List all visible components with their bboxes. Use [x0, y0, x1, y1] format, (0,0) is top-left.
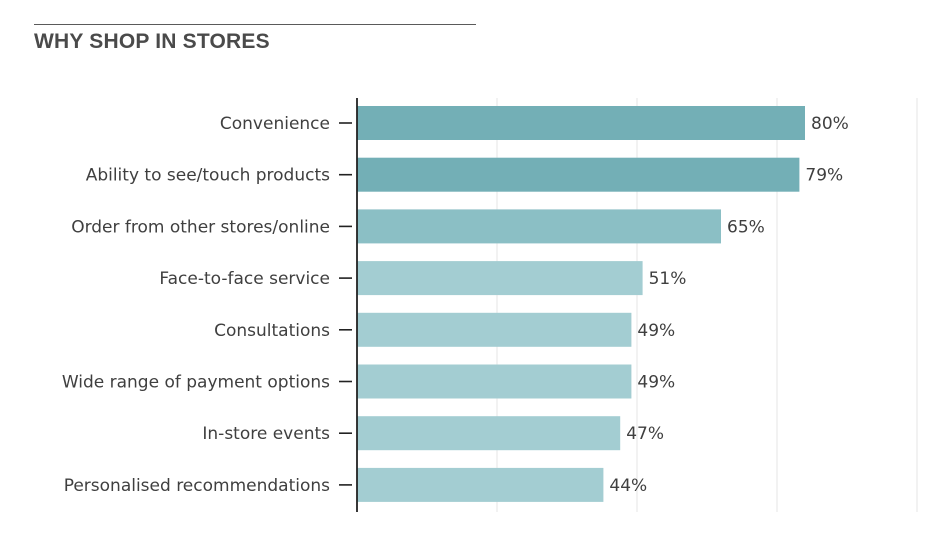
data-label: 47% [626, 424, 664, 444]
data-label: 79% [805, 166, 843, 186]
bar [357, 157, 800, 192]
data-label: 49% [637, 321, 675, 341]
bar [357, 261, 643, 296]
data-label: 49% [637, 373, 675, 393]
bar [357, 106, 805, 140]
bar [357, 312, 632, 347]
data-label: 65% [727, 217, 765, 237]
title-rule [34, 24, 476, 25]
category-label: Personalised recommendations [64, 476, 330, 496]
bar [357, 416, 621, 451]
chart-title: WHY SHOP IN STORES [34, 30, 270, 53]
category-label: Ability to see/touch products [86, 166, 330, 186]
bar [357, 209, 721, 244]
data-label: 44% [609, 476, 647, 496]
category-label: Convenience [220, 114, 330, 134]
data-label: 51% [649, 269, 687, 289]
category-label: In-store events [202, 424, 330, 444]
bar [357, 467, 604, 502]
category-label: Face-to-face service [159, 269, 330, 289]
data-label: 80% [811, 114, 849, 134]
category-label: Order from other stores/online [71, 217, 330, 237]
bar [357, 364, 632, 399]
category-label: Wide range of payment options [62, 373, 330, 393]
category-label: Consultations [214, 321, 330, 341]
